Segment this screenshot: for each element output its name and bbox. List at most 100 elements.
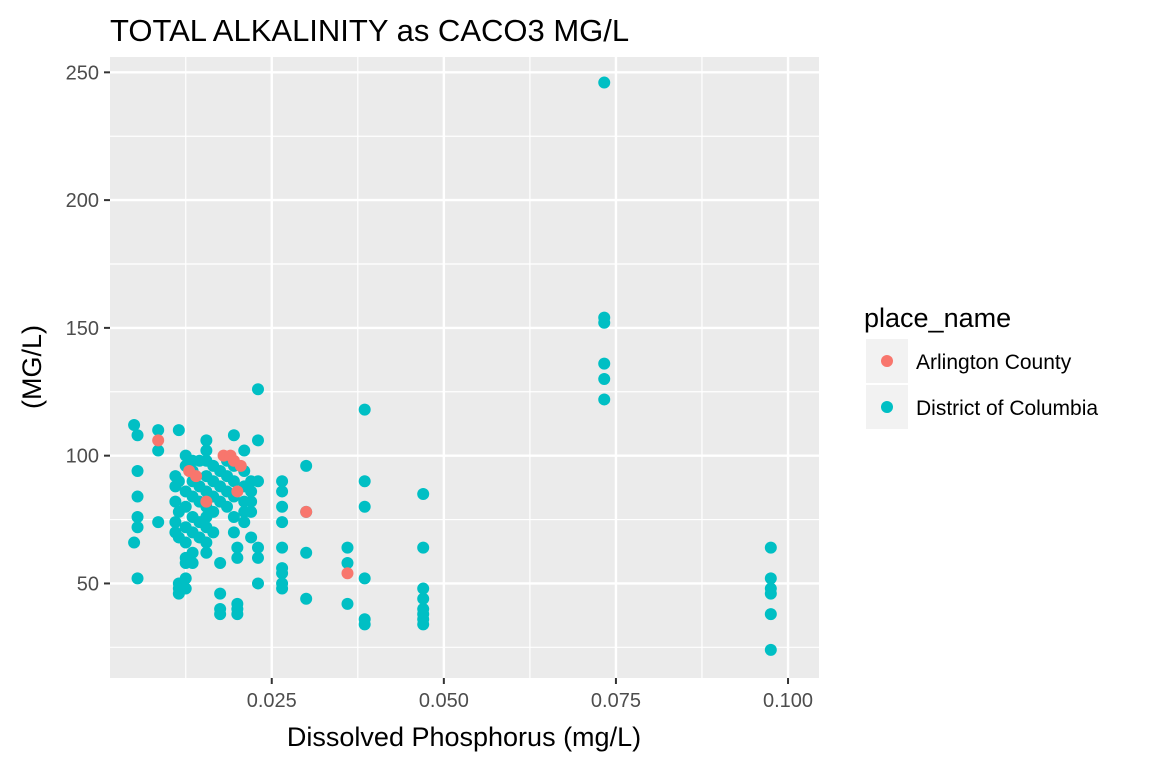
data-point	[251, 577, 264, 590]
y-axis-label: (MG/L)	[17, 325, 47, 409]
data-point	[598, 76, 611, 89]
data-point	[276, 516, 289, 529]
data-point	[245, 505, 258, 518]
data-point	[300, 546, 313, 559]
x-tick-label: 0.075	[591, 690, 641, 712]
y-tick-label: 200	[66, 190, 99, 212]
data-point	[598, 357, 611, 370]
data-point	[234, 459, 247, 472]
data-point	[276, 500, 289, 513]
data-point	[417, 618, 430, 631]
chart-title: TOTAL ALKALINITY as CACO3 MG/L	[110, 13, 629, 48]
x-tick-label: 0.050	[419, 690, 469, 712]
data-point	[598, 373, 611, 385]
data-point	[207, 505, 220, 518]
data-point	[276, 582, 289, 595]
data-point	[300, 592, 313, 605]
x-axis: 0.025 0.050 0.075 0.100	[247, 678, 813, 712]
data-point	[341, 557, 354, 569]
grid-major-lines	[110, 57, 819, 678]
data-point	[251, 475, 264, 488]
data-point	[245, 495, 258, 508]
data-point	[341, 567, 354, 580]
data-point	[131, 465, 144, 477]
y-tick-label: 150	[66, 318, 99, 340]
grid-minor-lines	[110, 57, 819, 678]
data-point	[128, 536, 141, 549]
data-point	[358, 572, 371, 585]
data-point	[358, 618, 371, 631]
data-point	[276, 485, 289, 498]
legend-entries: Arlington County District of Columbia	[866, 339, 1098, 429]
data-point	[131, 429, 144, 442]
data-point	[200, 546, 213, 559]
y-tick-label: 100	[66, 446, 99, 468]
data-point	[251, 434, 264, 447]
data-point	[417, 592, 430, 605]
x-tick-label: 0.025	[247, 690, 297, 712]
x-tick-label: 0.100	[763, 690, 813, 712]
data-point	[598, 393, 611, 406]
data-point	[169, 516, 182, 529]
data-point	[417, 582, 430, 595]
data-point	[200, 495, 213, 508]
data-point	[172, 475, 185, 488]
data-point	[251, 383, 264, 396]
data-point	[214, 587, 227, 600]
y-axis: 50 100 150 200 250	[66, 62, 110, 595]
data-point	[131, 572, 144, 585]
data-point	[152, 424, 165, 437]
data-point	[179, 572, 192, 585]
plot-panel	[110, 57, 819, 678]
data-point	[152, 444, 165, 457]
data-point	[276, 567, 289, 580]
data-point	[341, 541, 354, 554]
data-point	[245, 531, 258, 544]
legend-label: Arlington County	[916, 351, 1072, 374]
data-point	[231, 541, 244, 554]
legend-label: District of Columbia	[916, 397, 1098, 420]
data-point	[358, 500, 371, 513]
data-point	[186, 546, 199, 559]
data-point	[128, 419, 141, 431]
data-point	[341, 597, 354, 610]
data-point	[214, 557, 227, 569]
data-point	[231, 485, 244, 498]
y-tick-label: 250	[66, 62, 99, 84]
data-points	[128, 76, 777, 656]
data-point	[358, 475, 371, 488]
data-point	[179, 582, 192, 595]
legend: place_name Arlington County District of C…	[864, 303, 1098, 429]
data-point	[186, 557, 199, 569]
data-point	[231, 551, 244, 564]
data-point	[251, 551, 264, 564]
data-point	[227, 526, 240, 539]
data-point	[231, 608, 244, 621]
data-point	[764, 587, 777, 600]
y-tick-label: 50	[77, 573, 99, 595]
data-point	[358, 403, 371, 416]
data-point	[251, 541, 264, 554]
data-point	[300, 505, 313, 518]
data-point	[417, 541, 430, 554]
data-point	[200, 434, 213, 447]
data-point	[417, 488, 430, 500]
data-point	[276, 475, 289, 488]
data-point	[172, 424, 185, 437]
data-point	[131, 490, 144, 503]
data-point	[238, 516, 251, 529]
data-point	[131, 511, 144, 523]
data-point	[764, 572, 777, 585]
data-point	[152, 516, 165, 529]
series-district-of-columbia	[128, 76, 777, 656]
data-point	[190, 470, 203, 483]
legend-title: place_name	[864, 303, 1011, 333]
data-point	[179, 536, 192, 549]
legend-marker	[881, 355, 893, 367]
data-point	[276, 541, 289, 554]
data-point	[300, 459, 313, 472]
data-point	[152, 434, 165, 447]
x-axis-label: Dissolved Phosphorus (mg/L)	[287, 722, 641, 752]
data-point	[764, 541, 777, 554]
